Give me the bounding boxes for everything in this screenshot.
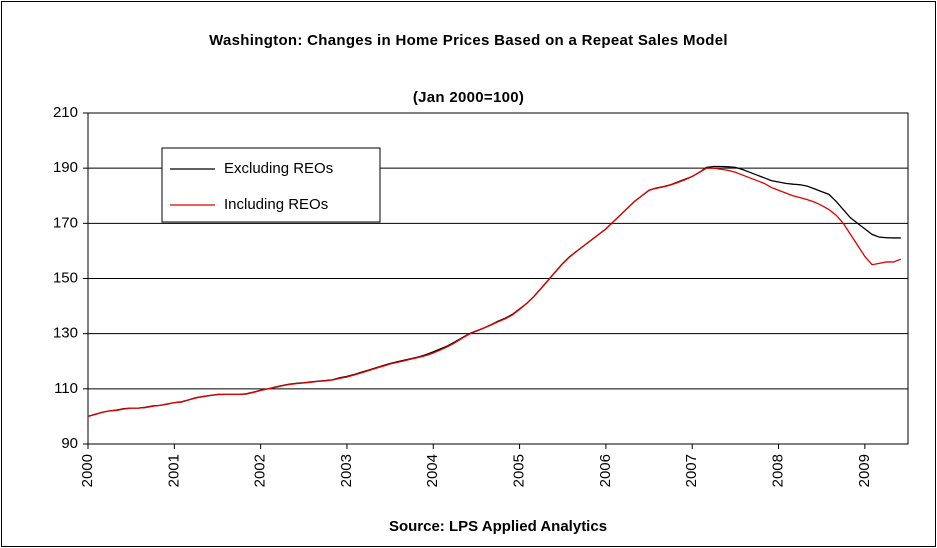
x-tick-label: 2001	[165, 454, 182, 487]
y-tick-label: 150	[53, 269, 78, 286]
plot-border	[87, 112, 909, 445]
y-tick-label: 130	[53, 325, 78, 342]
legend-label: Excluding REOs	[224, 160, 333, 177]
legend: Excluding REOs Including REOs	[161, 147, 381, 223]
x-tick-label: 2006	[597, 454, 614, 487]
x-tick-label: 2007	[683, 454, 700, 487]
x-tick-label: 2005	[511, 454, 528, 487]
y-tick-label: 90	[61, 435, 78, 452]
x-axis-label: Source: LPS Applied Analytics	[389, 518, 607, 535]
x-tick-label: 2004	[424, 454, 441, 487]
x-tick-label: 2009	[856, 454, 873, 487]
legend-label: Including REOs	[224, 196, 328, 213]
y-tick-label: 110	[54, 380, 78, 397]
chart-subtitle: (Jan 2000=100)	[412, 89, 525, 106]
y-tick-label: 210	[53, 104, 78, 121]
chart-title: Washington: Changes in Home Prices Based…	[209, 32, 728, 49]
x-tick-label: 2003	[338, 454, 355, 487]
line-series	[87, 167, 902, 418]
legend-box	[161, 147, 381, 223]
y-tick-label: 170	[53, 214, 78, 231]
x-tick-label: 2000	[79, 454, 96, 487]
y-tick-label: 190	[53, 159, 78, 176]
x-tick-label: 2008	[769, 454, 786, 487]
x-tick-label: 2002	[252, 454, 269, 487]
